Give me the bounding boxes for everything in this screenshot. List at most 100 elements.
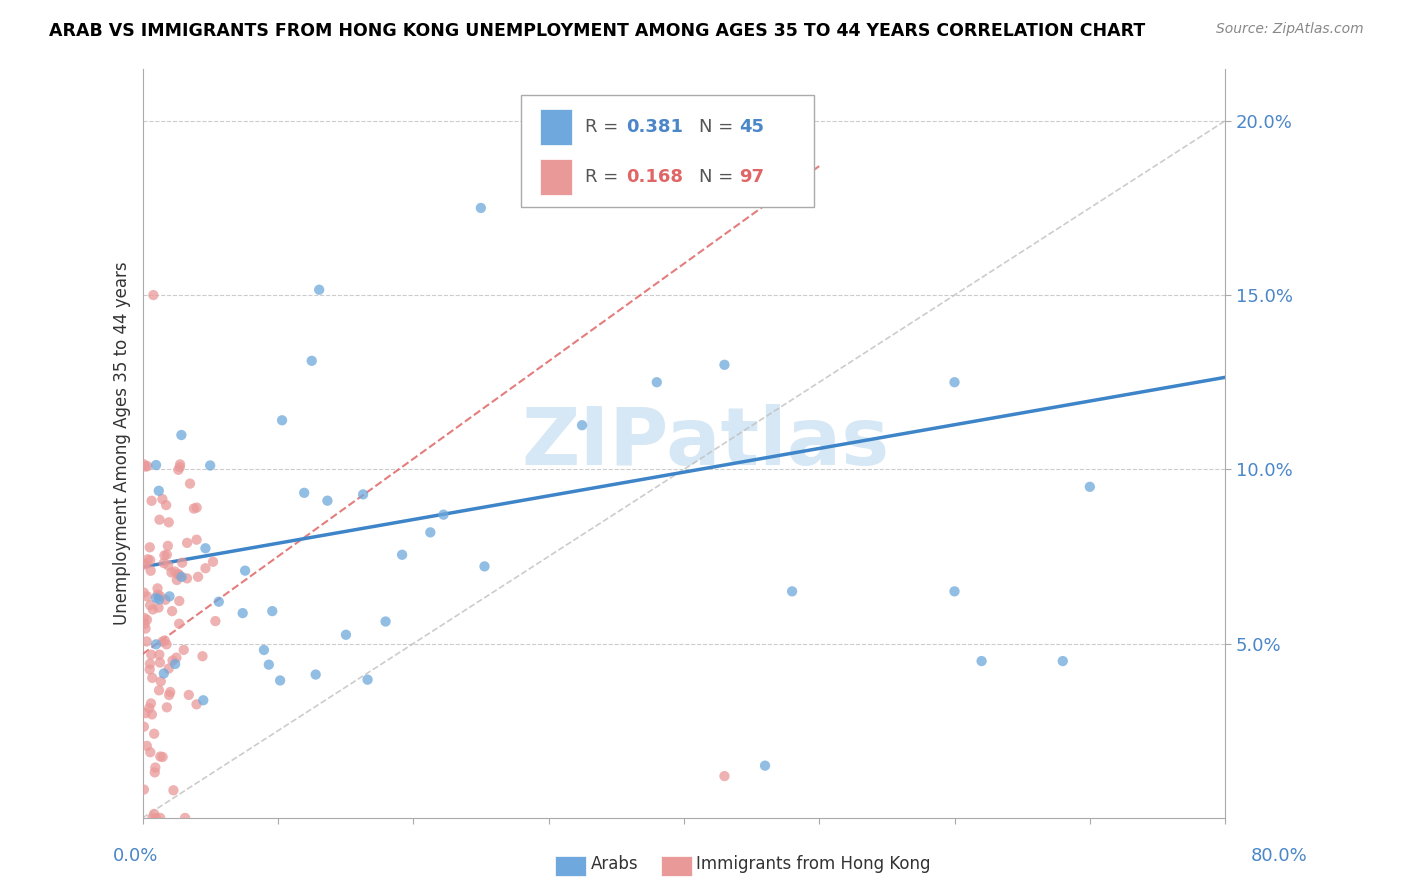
Point bbox=[134, 558, 156, 572]
Point bbox=[132, 585, 155, 599]
Point bbox=[134, 616, 156, 631]
Point bbox=[780, 584, 803, 599]
Point bbox=[150, 634, 173, 648]
Point bbox=[148, 683, 170, 698]
Point bbox=[141, 671, 163, 685]
Point bbox=[134, 611, 156, 625]
Point bbox=[135, 706, 157, 721]
Point bbox=[138, 663, 160, 677]
Text: N =: N = bbox=[699, 169, 740, 186]
Point bbox=[301, 354, 323, 368]
Point bbox=[645, 376, 668, 390]
Point bbox=[167, 616, 190, 631]
Point bbox=[169, 460, 191, 475]
Point bbox=[208, 595, 231, 609]
FancyBboxPatch shape bbox=[522, 95, 814, 207]
Point bbox=[146, 588, 169, 602]
Point bbox=[157, 662, 180, 676]
Point bbox=[232, 606, 254, 620]
Point bbox=[157, 516, 180, 530]
Point bbox=[201, 555, 224, 569]
Text: 0.168: 0.168 bbox=[627, 169, 683, 186]
Point bbox=[150, 491, 173, 506]
Bar bbox=[540, 159, 572, 195]
Text: ZIPatlas: ZIPatlas bbox=[522, 404, 890, 483]
Point bbox=[352, 487, 374, 501]
Point bbox=[155, 592, 177, 607]
Text: Source: ZipAtlas.com: Source: ZipAtlas.com bbox=[1216, 22, 1364, 37]
Point bbox=[156, 539, 179, 553]
Point bbox=[419, 525, 441, 540]
Point bbox=[167, 568, 190, 582]
Point bbox=[157, 688, 180, 702]
Point bbox=[148, 483, 170, 498]
Point bbox=[316, 493, 339, 508]
Point bbox=[145, 637, 167, 651]
Point bbox=[141, 707, 163, 722]
Point bbox=[160, 604, 183, 618]
Point bbox=[1078, 480, 1101, 494]
Point bbox=[173, 643, 195, 657]
Point bbox=[162, 654, 184, 668]
Point bbox=[191, 649, 214, 664]
Point bbox=[155, 498, 177, 512]
Point bbox=[141, 811, 163, 825]
Point bbox=[233, 564, 256, 578]
Point bbox=[269, 673, 291, 688]
Point bbox=[148, 600, 170, 615]
Point bbox=[172, 556, 194, 570]
Point bbox=[292, 485, 315, 500]
Point bbox=[335, 628, 357, 642]
Point bbox=[943, 376, 966, 390]
Point bbox=[149, 656, 172, 670]
Point bbox=[139, 697, 162, 711]
Text: 0.0%: 0.0% bbox=[112, 847, 157, 865]
Point bbox=[305, 667, 328, 681]
Point bbox=[194, 541, 217, 556]
Point bbox=[136, 552, 159, 566]
Point bbox=[183, 501, 205, 516]
Point bbox=[257, 657, 280, 672]
Point bbox=[170, 570, 193, 584]
Point bbox=[356, 673, 378, 687]
Point bbox=[194, 561, 217, 575]
Text: N =: N = bbox=[699, 118, 740, 136]
Point bbox=[160, 566, 183, 580]
Point bbox=[139, 541, 162, 555]
Text: Immigrants from Hong Kong: Immigrants from Hong Kong bbox=[696, 855, 931, 873]
Point bbox=[139, 564, 162, 578]
Point bbox=[193, 693, 215, 707]
Point bbox=[139, 745, 162, 759]
Point bbox=[153, 633, 176, 648]
Point bbox=[139, 657, 162, 671]
Point bbox=[143, 760, 166, 774]
Point bbox=[391, 548, 413, 562]
Point bbox=[571, 418, 593, 433]
Point bbox=[187, 570, 209, 584]
Point bbox=[159, 685, 181, 699]
Point bbox=[142, 288, 165, 302]
Point bbox=[374, 615, 396, 629]
Point bbox=[1052, 654, 1074, 668]
Point bbox=[145, 591, 167, 605]
Point bbox=[141, 648, 163, 662]
Point bbox=[713, 358, 735, 372]
Point bbox=[432, 508, 454, 522]
Point bbox=[166, 573, 188, 587]
Point bbox=[135, 622, 157, 636]
Point bbox=[149, 589, 172, 603]
Point bbox=[167, 463, 190, 477]
Point bbox=[153, 549, 176, 563]
Y-axis label: Unemployment Among Ages 35 to 44 years: Unemployment Among Ages 35 to 44 years bbox=[114, 261, 131, 625]
Point bbox=[143, 765, 166, 780]
Point bbox=[179, 476, 201, 491]
Text: 80.0%: 80.0% bbox=[1251, 847, 1308, 865]
Bar bbox=[540, 109, 572, 145]
Point bbox=[136, 613, 159, 627]
Text: 97: 97 bbox=[740, 169, 763, 186]
Point bbox=[186, 500, 208, 515]
Point bbox=[148, 592, 170, 607]
Point bbox=[167, 567, 190, 582]
Point bbox=[177, 688, 200, 702]
Point bbox=[186, 533, 208, 547]
